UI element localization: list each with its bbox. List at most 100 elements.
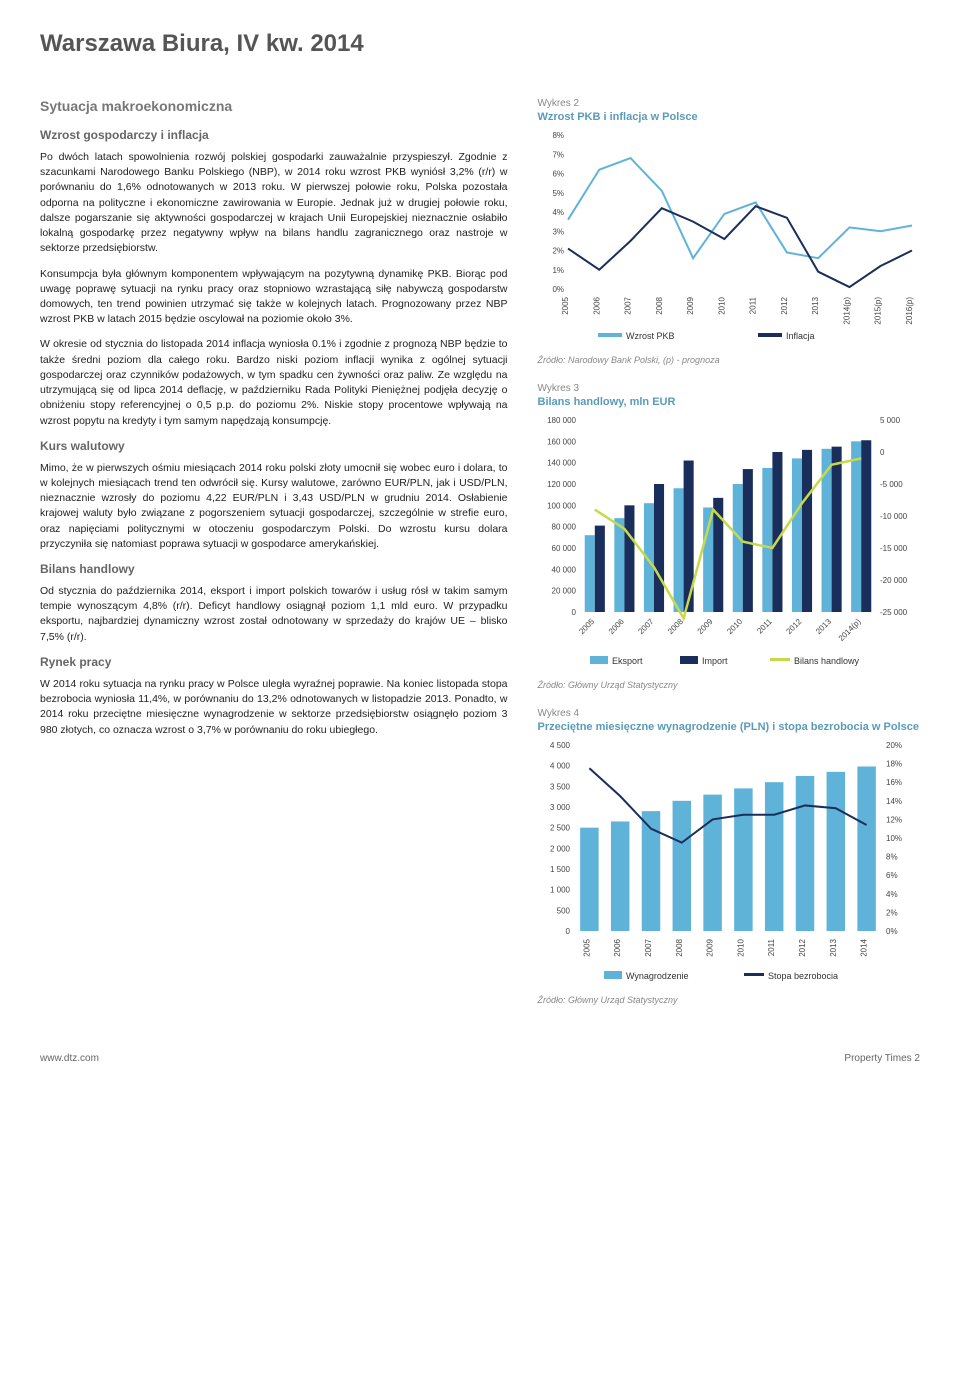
para-4: Mimo, że w pierwszych ośmiu miesiącach 2…	[40, 461, 508, 552]
svg-text:2014(p): 2014(p)	[836, 617, 862, 643]
svg-text:7%: 7%	[552, 150, 564, 159]
svg-text:3%: 3%	[552, 227, 564, 236]
svg-text:2006: 2006	[606, 617, 625, 636]
chart-3-label: Wykres 3	[538, 383, 921, 394]
para-5: Od stycznia do października 2014, ekspor…	[40, 584, 508, 645]
svg-text:Import: Import	[702, 656, 728, 666]
chart-4: Wykres 4 Przeciętne miesięczne wynagrodz…	[538, 708, 921, 1005]
svg-text:1 500: 1 500	[549, 865, 570, 874]
chart-4-title: Przeciętne miesięczne wynagrodzenie (PLN…	[538, 721, 921, 733]
chart-3-svg: 020 00040 00060 00080 000100 000120 0001…	[538, 414, 918, 674]
svg-text:4%: 4%	[886, 890, 898, 899]
svg-text:-10 000: -10 000	[880, 512, 908, 521]
chart-2-svg: 0%1%2%3%4%5%6%7%8%2005200620072008200920…	[538, 129, 918, 349]
svg-text:20%: 20%	[886, 741, 902, 750]
svg-text:5%: 5%	[552, 189, 564, 198]
subheading-growth: Wzrost gospodarczy i inflacja	[40, 128, 508, 142]
svg-text:0: 0	[571, 608, 576, 617]
chart-2-label: Wykres 2	[538, 98, 921, 109]
para-2: Konsumpcja była głównym komponentem wpły…	[40, 267, 508, 328]
svg-text:6%: 6%	[552, 170, 564, 179]
svg-text:1%: 1%	[552, 266, 564, 275]
svg-text:-5 000: -5 000	[880, 480, 903, 489]
svg-text:-20 000: -20 000	[880, 576, 908, 585]
svg-text:2015(p): 2015(p)	[873, 297, 882, 325]
svg-text:0: 0	[880, 448, 885, 457]
svg-text:3 500: 3 500	[549, 782, 570, 791]
svg-text:2012: 2012	[779, 296, 788, 314]
svg-text:2011: 2011	[748, 296, 757, 314]
svg-text:2009: 2009	[695, 617, 714, 636]
svg-text:2008: 2008	[666, 617, 685, 636]
svg-text:10%: 10%	[886, 834, 902, 843]
svg-text:2005: 2005	[577, 617, 596, 636]
svg-text:2016(p): 2016(p)	[905, 297, 914, 325]
svg-text:2007: 2007	[623, 296, 632, 314]
svg-text:80 000: 80 000	[551, 523, 576, 532]
svg-text:8%: 8%	[886, 853, 898, 862]
svg-text:Wynagrodzenie: Wynagrodzenie	[626, 971, 688, 981]
svg-text:Eksport: Eksport	[612, 656, 643, 666]
svg-text:0%: 0%	[552, 285, 564, 294]
subheading-labour: Rynek pracy	[40, 655, 508, 669]
svg-text:2008: 2008	[674, 938, 683, 956]
footer: www.dtz.com Property Times 2	[40, 1053, 920, 1064]
svg-text:2014: 2014	[859, 938, 868, 956]
para-3: W okresie od stycznia do listopada 2014 …	[40, 337, 508, 428]
svg-text:0: 0	[565, 927, 570, 936]
svg-text:1 000: 1 000	[549, 886, 570, 895]
svg-text:2005: 2005	[582, 938, 591, 956]
subheading-currency: Kurs walutowy	[40, 439, 508, 453]
svg-text:-15 000: -15 000	[880, 544, 908, 553]
svg-text:-25 000: -25 000	[880, 608, 908, 617]
svg-text:2010: 2010	[717, 296, 726, 314]
svg-text:4 500: 4 500	[549, 741, 570, 750]
svg-text:20 000: 20 000	[551, 587, 576, 596]
svg-text:180 000: 180 000	[547, 416, 576, 425]
svg-text:2 000: 2 000	[549, 844, 570, 853]
svg-text:120 000: 120 000	[547, 480, 576, 489]
svg-text:2%: 2%	[886, 908, 898, 917]
svg-text:14%: 14%	[886, 797, 902, 806]
subheading-trade: Bilans handlowy	[40, 562, 508, 576]
para-1: Po dwóch latach spowolnienia rozwój pols…	[40, 150, 508, 257]
svg-text:2011: 2011	[755, 617, 774, 636]
svg-text:3 000: 3 000	[549, 803, 570, 812]
svg-text:2009: 2009	[686, 296, 695, 314]
svg-text:100 000: 100 000	[547, 501, 576, 510]
svg-text:4 000: 4 000	[549, 762, 570, 771]
svg-text:2014(p): 2014(p)	[842, 297, 851, 325]
chart-4-source: Źródło: Główny Urząd Statystyczny	[538, 995, 921, 1005]
svg-text:2008: 2008	[654, 296, 663, 314]
svg-text:2010: 2010	[725, 617, 744, 636]
chart-2: Wykres 2 Wzrost PKB i inflacja w Polsce …	[538, 98, 921, 365]
svg-text:4%: 4%	[552, 208, 564, 217]
svg-text:160 000: 160 000	[547, 437, 576, 446]
svg-text:2013: 2013	[828, 938, 837, 956]
svg-text:Wzrost PKB: Wzrost PKB	[626, 331, 675, 341]
svg-text:2006: 2006	[592, 296, 601, 314]
svg-text:Inflacja: Inflacja	[786, 331, 815, 341]
page-title: Warszawa Biura, IV kw. 2014	[40, 30, 920, 58]
svg-text:2011: 2011	[767, 938, 776, 956]
chart-2-title: Wzrost PKB i inflacja w Polsce	[538, 111, 921, 123]
svg-text:2 500: 2 500	[549, 824, 570, 833]
svg-text:2005: 2005	[561, 296, 570, 314]
svg-text:2007: 2007	[644, 938, 653, 956]
svg-text:0%: 0%	[886, 927, 898, 936]
svg-text:Bilans handlowy: Bilans handlowy	[794, 656, 860, 666]
chart-3: Wykres 3 Bilans handlowy, mln EUR 0 20 00…	[538, 383, 921, 690]
chart-4-label: Wykres 4	[538, 708, 921, 719]
svg-text:2%: 2%	[552, 247, 564, 256]
svg-text:40 000: 40 000	[551, 565, 576, 574]
svg-text:18%: 18%	[886, 760, 902, 769]
chart-2-source: Źródło: Narodowy Bank Polski, (p) - prog…	[538, 355, 921, 365]
svg-text:2012: 2012	[784, 617, 803, 636]
svg-text:2013: 2013	[811, 296, 820, 314]
footer-left: www.dtz.com	[40, 1053, 99, 1064]
chart-3-title: Bilans handlowy, mln EUR	[538, 396, 921, 408]
para-6: W 2014 roku sytuacja na rynku pracy w Po…	[40, 677, 508, 738]
svg-text:2013: 2013	[814, 617, 833, 636]
svg-text:12%: 12%	[886, 815, 902, 824]
svg-text:2012: 2012	[798, 938, 807, 956]
